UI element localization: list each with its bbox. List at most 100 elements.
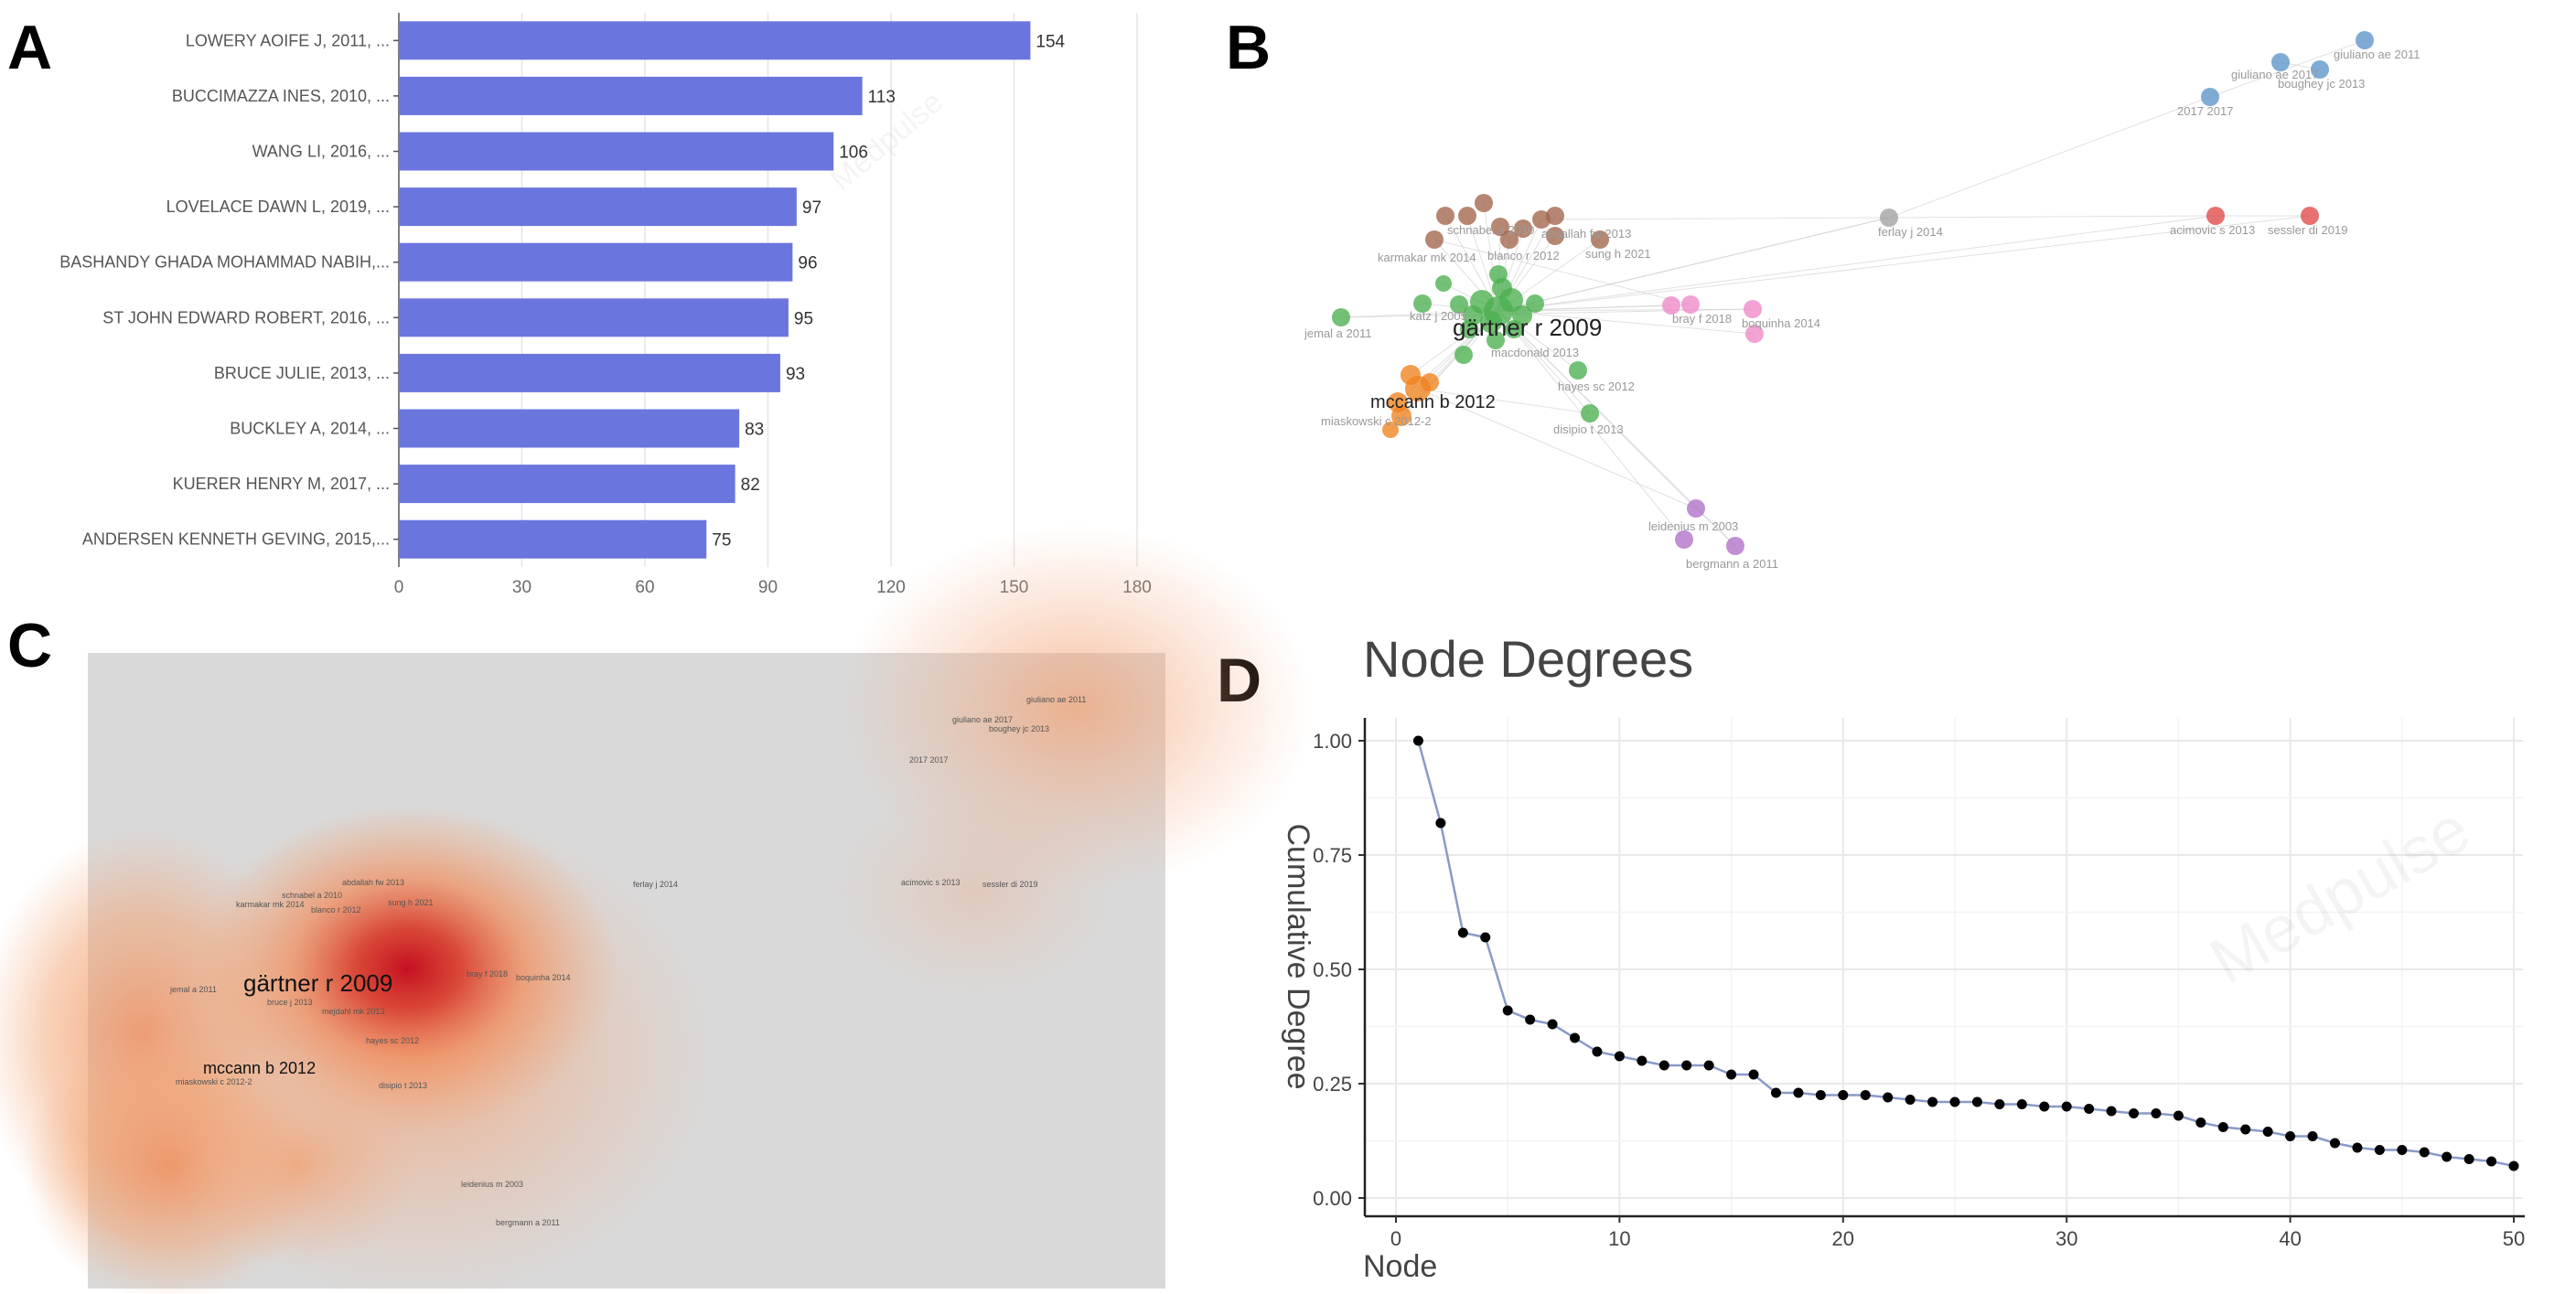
x-tick-label: 0 [1390,1227,1401,1250]
bar [399,353,780,392]
data-point [2307,1131,2318,1141]
data-point [1457,927,1468,938]
network-node [1505,320,1523,338]
data-point [2084,1104,2095,1114]
data-point [2374,1145,2385,1155]
data-point [2195,1118,2206,1128]
network-node [1512,305,1532,326]
data-point [1658,1060,1669,1071]
network-node-label: giuliano ae 2017 [2231,68,2318,81]
network-node [1581,404,1599,422]
density-heatmap: giuliano ae 2011 giuliano ae 2017boughey … [0,525,1314,1294]
bar-chart-top-cited: 0306090120150180LOWERY AOIFE J, 2011, ..… [59,13,1152,597]
network-node [1745,325,1764,343]
network-edge [1433,239,1691,305]
data-point [1637,1055,1648,1066]
heatmap-label: boquinha 2014 [516,973,571,982]
data-point [1412,735,1423,746]
network-node [1332,308,1350,326]
panel-label-a: A [7,13,53,82]
data-point [2329,1138,2340,1149]
network-node [1662,296,1680,315]
category-label: BUCCIMAZZA INES, 2010, ... [172,87,390,105]
data-point [1525,1014,1536,1025]
network-node [1546,227,1564,245]
density-hotspot [198,804,618,1133]
bar [399,409,740,448]
network-node [1569,361,1587,380]
x-tick-label: 30 [2055,1227,2077,1250]
data-point [1681,1060,1692,1071]
data-point [1883,1092,1894,1103]
network-node [1388,392,1408,412]
bar [399,187,797,227]
co-citation-network: gärtner r 2009 jemal a 2011 katz j 2005 mac… [1304,31,2420,571]
network-node-label: abdallah fw 2013 [1541,227,1631,241]
network-node [1489,265,1508,283]
heatmap-label: mejdahl mk 2013 [322,1007,385,1016]
heatmap-label: miaskowski c 2012-2 [176,1077,252,1086]
data-point [1435,818,1446,829]
x-tick-label: 40 [2279,1227,2301,1250]
data-point [1480,932,1491,943]
heatmap-label: schnabel a 2010 [282,891,342,900]
network-node-label: miaskowski c 2012-2 [1321,414,1432,428]
density-blob [179,1064,417,1266]
node-degrees-line-chart: Node Degrees 0.00 0.25 0.50 0.75 1.00 0 10 20 30 4… [1281,630,2525,1284]
density-blob [829,781,1122,1000]
data-point [1793,1087,1804,1098]
panel-label-c: C [7,611,53,680]
panel-label-b: B [1226,13,1272,82]
data-point [2285,1131,2296,1141]
data-point [2016,1099,2027,1109]
network-node [1413,294,1432,313]
bar [399,519,707,559]
heatmap-label: abdallah fw 2013 [342,878,404,887]
heatmap-label: ferlay j 2014 [633,880,678,889]
y-tick-label: 0.25 [1313,1073,1352,1096]
data-point [2508,1160,2519,1171]
data-point [1592,1046,1603,1057]
network-node-label: gärtner r 2009 [1453,314,1602,341]
category-label: ANDERSEN KENNETH GEVING, 2015,... [82,530,390,549]
x-tick-label: 0 [394,578,404,597]
network-node [1450,295,1468,314]
data-point [1570,1032,1581,1043]
heatmap-label: blanco r 2012 [311,905,361,914]
network-node-label: jemal a 2011 [1304,326,1371,340]
network-node-label: acimovic s 2013 [2170,223,2255,237]
network-node [1681,295,1700,314]
data-point [1703,1060,1714,1071]
network-node [1491,218,1509,236]
x-axis-label: Node [1363,1249,1437,1284]
heatmap-label: bray f 2018 [467,969,508,979]
network-node-label: bray f 2018 [1672,312,1732,326]
network-node [2356,31,2374,49]
heatmap-label: mccann b 2012 [203,1059,316,1077]
bar-value-label: 97 [802,198,821,218]
data-point [1927,1096,1938,1107]
bar [399,465,735,504]
network-node-label: boughey jc 2013 [2278,77,2365,91]
heatmap-label: sessler di 2019 [982,880,1038,889]
network-edge [1497,217,1890,312]
network-node [1546,207,1564,225]
heatmap-label: boughey jc 2013 [989,724,1049,733]
bar-value-label: 106 [839,144,868,163]
data-point [2463,1154,2474,1164]
network-node [1526,294,1544,313]
category-label: BRUCE JULIE, 2013, ... [214,364,390,382]
data-point [1949,1096,1960,1107]
data-point [1748,1069,1759,1080]
network-edge [1417,388,1591,414]
network-node [1421,373,1439,391]
data-point [2419,1147,2430,1158]
category-label: ST JOHN EDWARD ROBERT, 2016, ... [102,308,390,326]
bar [399,21,1031,60]
network-edge [1497,310,1685,540]
network-node [1532,210,1551,229]
bar-value-label: 93 [786,365,805,384]
network-edge [1417,388,1697,509]
heatmap-label: bruce j 2013 [267,998,313,1007]
heatmap-label: leidenius m 2003 [461,1180,523,1189]
